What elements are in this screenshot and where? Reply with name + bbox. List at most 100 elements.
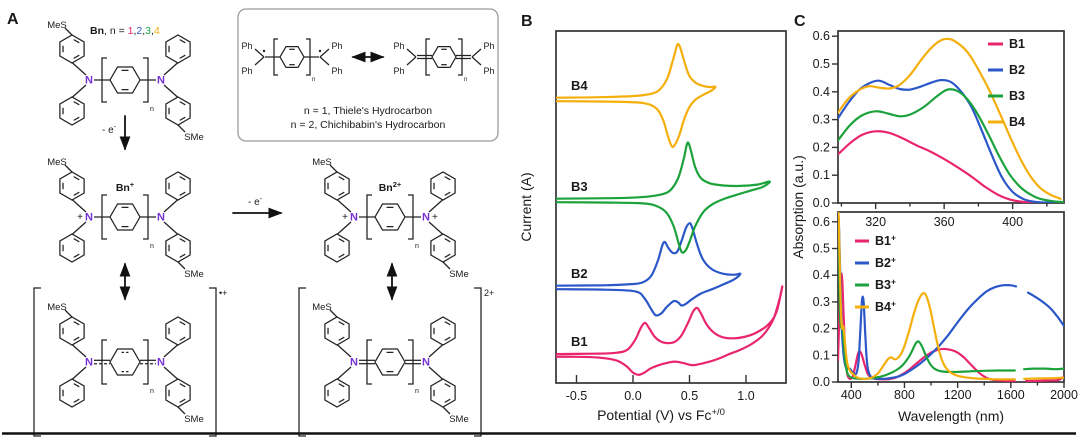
benzene-ring <box>165 316 191 346</box>
n-aryl-bond <box>336 344 352 358</box>
n-aryl-bond <box>163 366 179 380</box>
double-bond-line <box>73 321 80 326</box>
thioether-bond <box>177 406 186 415</box>
ph-label: Ph <box>393 41 404 51</box>
benzene-ring <box>430 316 456 346</box>
double-bond-line <box>179 336 186 341</box>
repeat-bracket-left <box>425 38 430 76</box>
n-aryl-bond <box>71 344 87 358</box>
repeat-bracket-right <box>408 339 414 385</box>
cv-curve-label: B4 <box>571 78 588 93</box>
resonance-bracket-right <box>474 287 482 437</box>
n-aryl-bond <box>336 366 352 380</box>
nitrogen-atom: N <box>422 212 430 224</box>
double-bond-line <box>444 321 451 326</box>
y-tick-label: 0.6 <box>813 215 830 229</box>
c-ph-bond <box>471 48 482 58</box>
ph-label: Ph <box>331 66 342 76</box>
sme-label: SMe <box>184 414 204 425</box>
molecule-bn-neutral: n MeS SMe N N <box>47 20 204 143</box>
nitrogen-atom: N <box>350 212 358 224</box>
inset-box <box>237 8 499 142</box>
double-bond-line <box>73 101 80 106</box>
double-bond-line <box>179 253 186 258</box>
c-ph-bond <box>254 56 265 66</box>
benzene-ring <box>324 171 350 201</box>
panel-c-absorption-spectra: C 0.0 0.0 0.1 0.1 0.2 0.2 0.3 0.3 0.4 0.4 0.5 0.5 0.6… <box>790 13 1078 424</box>
thioether-bond <box>442 406 451 415</box>
double-bond-line <box>444 383 451 388</box>
legend-label: B3 <box>1009 89 1025 103</box>
text-span: 3 <box>145 25 151 37</box>
double-bond-line <box>179 101 186 106</box>
y-tick-label: 0.2 <box>813 140 830 154</box>
double-bond-line <box>444 336 451 341</box>
ph-label: Ph <box>331 41 342 51</box>
double-bond-line <box>73 191 80 196</box>
text-span: , <box>151 25 154 37</box>
superscript: + <box>891 277 896 287</box>
benzene-ring <box>430 171 456 201</box>
n-aryl-bond <box>428 221 444 235</box>
repeat-subscript-n: n <box>150 388 154 395</box>
double-bond-line <box>73 116 80 121</box>
double-bond-line <box>338 336 345 341</box>
cv-curves-group <box>556 42 784 376</box>
repeat-bracket-left <box>101 339 107 385</box>
thioether-bond <box>442 261 451 270</box>
cv-curve-b3 <box>556 141 771 254</box>
inset-biradical-structure: n Ph Ph Ph Ph <box>241 38 343 83</box>
bracket-charge: •+ <box>219 288 227 298</box>
cv-plot-frame <box>555 30 787 384</box>
abs-curve-b4 <box>838 37 1062 200</box>
superscript: - <box>260 196 263 203</box>
double-bond-line <box>179 321 186 326</box>
n-aryl-bond <box>71 366 87 380</box>
cv-curve-label: B1 <box>571 334 588 349</box>
x-tick-label: 1200 <box>944 388 972 402</box>
repeat-subscript-n: n <box>150 106 154 113</box>
plus-charge: + <box>77 212 83 223</box>
double-bond-line <box>338 398 345 403</box>
text-span: , <box>133 25 136 37</box>
x-tick-label: 360 <box>934 215 955 229</box>
nitrogen-atom: N <box>422 357 430 369</box>
nitrogen-atom: N <box>85 75 93 87</box>
legend-label: B3+ <box>875 277 896 293</box>
mes-label: MeS <box>312 302 332 313</box>
legend-label: B2 <box>1009 63 1025 77</box>
text-span: 1 <box>128 25 134 37</box>
species-label: Bn+ <box>116 180 135 194</box>
thioether-bond <box>177 124 186 133</box>
ph-label: Ph <box>241 41 252 51</box>
double-bond-line <box>444 398 451 403</box>
radical-dot <box>318 49 322 53</box>
mes-label: MeS <box>312 157 332 168</box>
n-aryl-bond <box>71 84 87 98</box>
double-bond-line <box>338 253 345 258</box>
plus-charge: + <box>342 212 348 223</box>
panel-b-cyclic-voltammetry: B B1 B2 B3 B4 -0.5 0.0 0.5 1.0 Potential (V) vs F… <box>518 13 787 423</box>
x-tick-label: 0.5 <box>681 389 698 403</box>
c-ph-bond <box>471 56 482 66</box>
benzene-ring <box>59 96 85 126</box>
c-ph-bond <box>319 48 330 58</box>
superscript: - <box>114 124 117 131</box>
minus-e-label: - e- <box>102 124 117 136</box>
double-bond-line <box>179 383 186 388</box>
ph-label: Ph <box>393 66 404 76</box>
thioether-bond <box>64 164 73 173</box>
y-tick-label: 0.2 <box>813 322 830 336</box>
nitrogen-atom: N <box>157 75 165 87</box>
y-tick-label: 0.6 <box>813 29 830 43</box>
benzene-ring <box>59 316 85 346</box>
y-tick-label: 0.1 <box>813 348 830 362</box>
abs-y-axis-label: Absorption (a.u.) <box>790 155 806 259</box>
cv-curve-b1 <box>556 285 784 376</box>
abs-bottom-frame <box>837 211 1065 383</box>
x-tick-label: 1600 <box>997 388 1025 402</box>
panel-b-letter: B <box>521 13 533 30</box>
plus-charge: + <box>432 212 438 223</box>
